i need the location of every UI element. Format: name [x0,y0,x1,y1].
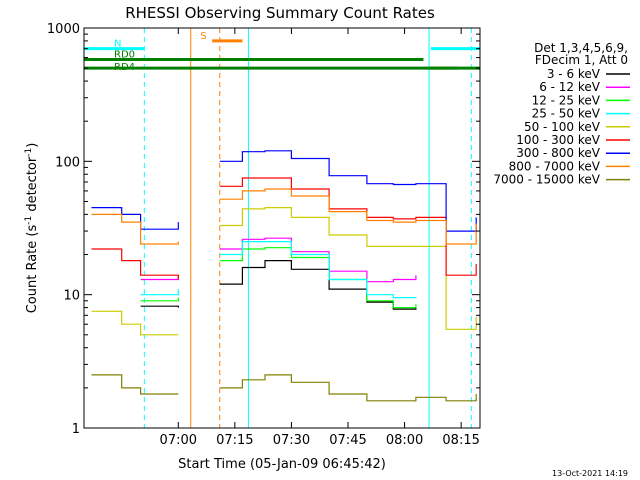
series-line-3 [219,241,417,299]
axes: 07:00 07:15 07:30 07:45 08:00 08:15 1 10 100 1000 [47,22,480,448]
series-line-8 [219,374,477,402]
legend-label-1: 6 - 12 keV [539,80,601,94]
legend-label-0: 3 - 6 keV [547,67,601,81]
y-tick-label-0: 1 [72,422,80,437]
legend-label-6: 300 - 800 keV [516,146,600,160]
y-axis-label: Count Rate (s-1 detector-1) [24,143,40,314]
legend-label-2: 12 - 25 keV [532,93,601,107]
legend: Det 1,3,4,5,6,9, FDecim 1, Att 0 3 - 6 k… [493,41,630,187]
legend-label-7: 800 - 7000 keV [509,159,601,173]
plot-frame [83,27,481,429]
series-line-4 [91,310,179,336]
legend-label-5: 100 - 300 keV [516,133,600,147]
flag-label-s: S [200,31,206,42]
legend-label-3: 25 - 50 keV [532,107,601,121]
series-line-1 [140,275,179,281]
series-line-0 [219,260,417,310]
y-axis-label-main: Count Rate (s [25,225,40,314]
series-line-6 [219,150,477,232]
y-tick-label-2: 100 [55,155,80,170]
legend-header-line1: Det 1,3,4,5,6,9, [534,41,628,55]
date-stamp: 13-Oct-2021 14:19 [552,469,628,478]
legend-label-4: 50 - 100 keV [524,120,601,134]
legend-label-8: 7000 - 15000 keV [493,173,600,187]
series-line-1 [219,237,417,283]
series-line-7 [91,213,179,245]
x-tick-label-4: 08:00 [386,433,423,448]
series-line-2 [140,297,179,302]
y-axis-label-sup1: -1 [24,216,34,225]
series-line-2 [219,247,417,309]
x-tick-label-1: 07:15 [216,433,253,448]
y-axis-label-end: ) [25,143,40,148]
x-tick-label-0: 07:00 [160,433,197,448]
series-line-6 [91,207,179,230]
flag-label-rd4: RD4 [114,62,135,73]
y-axis-label-sup2: -1 [24,148,34,157]
series-line-5 [91,248,179,280]
series-line-7 [219,188,477,245]
flag-label-rd0: RD0 [114,50,135,61]
series-line-8 [91,374,179,395]
series-line-4 [219,207,477,330]
series-line-0 [140,305,179,308]
y-axis-label-mid: detector [25,156,40,216]
x-tick-label-3: 07:45 [329,433,366,448]
y-tick-label-3: 1000 [47,22,80,37]
chart-title: RHESSI Observing Summary Count Rates [125,4,435,22]
series-line-5 [219,177,477,276]
flag-label-n: N [114,39,121,50]
legend-header-line2: FDecim 1, Att 0 [535,53,628,67]
series-line-3 [140,289,179,296]
x-tick-label-2: 07:30 [273,433,310,448]
y-tick-label-1: 10 [63,289,80,304]
x-tick-label-5: 08:15 [442,433,479,448]
x-axis-label: Start Time (05-Jan-09 06:45:42) [178,457,386,472]
